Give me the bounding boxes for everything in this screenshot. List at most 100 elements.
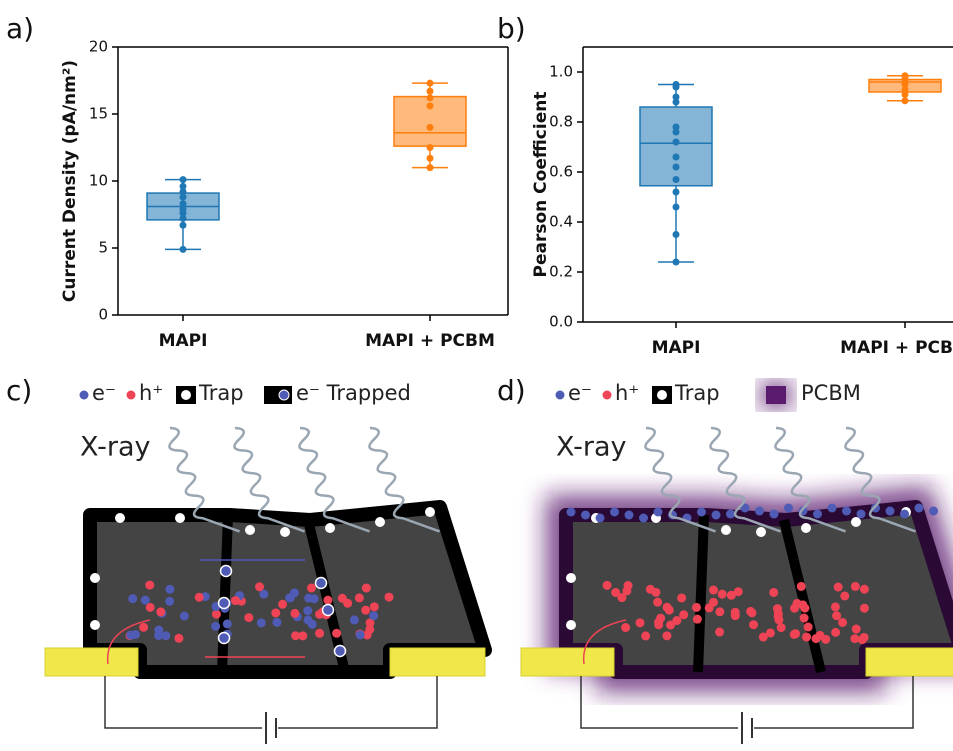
y-axis-label: Pearson Coefficient [531,92,551,278]
carrier [617,593,626,602]
source-label: X-ray [80,432,151,463]
legend-marker [603,391,612,400]
y-tick-label: 5 [98,239,108,257]
x-tick-label: MAPI [652,338,701,358]
legend-label: e⁻ [568,381,592,405]
carrier [840,591,849,600]
point [673,259,680,266]
panel-label: d) [497,374,526,407]
carrier [784,504,793,513]
carrier [734,587,743,596]
legend-marker [127,391,136,400]
trap [325,523,335,533]
electrode [866,648,953,676]
carrier [693,615,702,624]
carrier [798,600,807,609]
figure: a) b) c) d) e⁻h⁺Trape⁻ TrappedX-ray e⁻h⁺… [0,0,953,751]
point [673,99,680,106]
carrier [929,507,938,516]
legend-label: e⁻ Trapped [296,381,411,405]
carrier [860,585,869,594]
carrier [385,593,394,602]
carrier [759,633,768,642]
carrier [350,615,359,624]
carrier [851,582,860,591]
x-tick-label: MAPI + PCBM [840,338,953,358]
point [673,204,680,211]
trap [115,513,125,523]
carrier [790,604,799,613]
carrier [625,511,634,520]
carrier [804,623,813,632]
panel-label: a) [6,12,34,45]
electrode [45,648,138,676]
trap [245,525,255,535]
carrier [769,588,778,597]
legend-label: Trap [674,381,720,405]
carrier [774,615,783,624]
carrier [746,607,755,616]
carrier [369,611,378,620]
legend-label: PCBM [801,381,861,405]
point [673,189,680,196]
carrier [672,616,681,625]
point [673,176,680,183]
carrier [709,598,718,607]
carrier [755,507,764,516]
point [673,154,680,161]
box [640,107,712,186]
carrier [653,598,662,607]
carrier [654,508,663,517]
carrier [886,507,895,516]
source-label: X-ray [556,432,627,463]
point [673,129,680,136]
carrier [811,634,820,643]
carrier [665,606,674,615]
point [673,231,680,238]
legend-marker [556,391,565,400]
carrier [802,633,811,642]
carrier [304,594,313,603]
legend-label: h⁺ [139,381,163,405]
y-tick-label: 0.8 [549,113,573,131]
legend-marker [657,390,667,400]
carrier [174,634,183,643]
y-tick-label: 15 [89,105,108,123]
y-tick-label: 0.0 [549,313,573,331]
carrier [726,510,735,519]
trapped-electron [335,646,346,657]
point [427,124,434,131]
diagram-d: e⁻ h⁺ Trap PCBM X-ray [521,381,953,744]
carrier [362,584,371,593]
point [427,155,434,162]
carrier [832,611,841,620]
legend-label: Trap [198,381,244,405]
trap [280,527,290,537]
carrier [223,619,232,628]
carrier [639,514,648,523]
carrier [842,507,851,516]
point [180,215,187,222]
carrier [303,606,312,615]
circuit [105,676,262,728]
carrier [834,583,843,592]
carrier [621,623,630,632]
carrier [308,620,317,629]
carrier [718,590,727,599]
grain-boundary [222,515,228,672]
carrier [692,603,701,612]
carrier [662,631,671,640]
grain-boundary [698,515,704,672]
carrier [715,607,724,616]
carrier [581,511,590,520]
y-tick-label: 20 [89,38,108,56]
point [180,176,187,183]
trapped-electron [323,605,334,616]
y-tick-label: 0.6 [549,163,573,181]
carrier [272,618,281,627]
legend-label: h⁺ [615,381,639,405]
carrier [800,614,809,623]
carrier [255,582,264,591]
carrier [212,610,221,619]
panel-label: b) [497,12,526,45]
